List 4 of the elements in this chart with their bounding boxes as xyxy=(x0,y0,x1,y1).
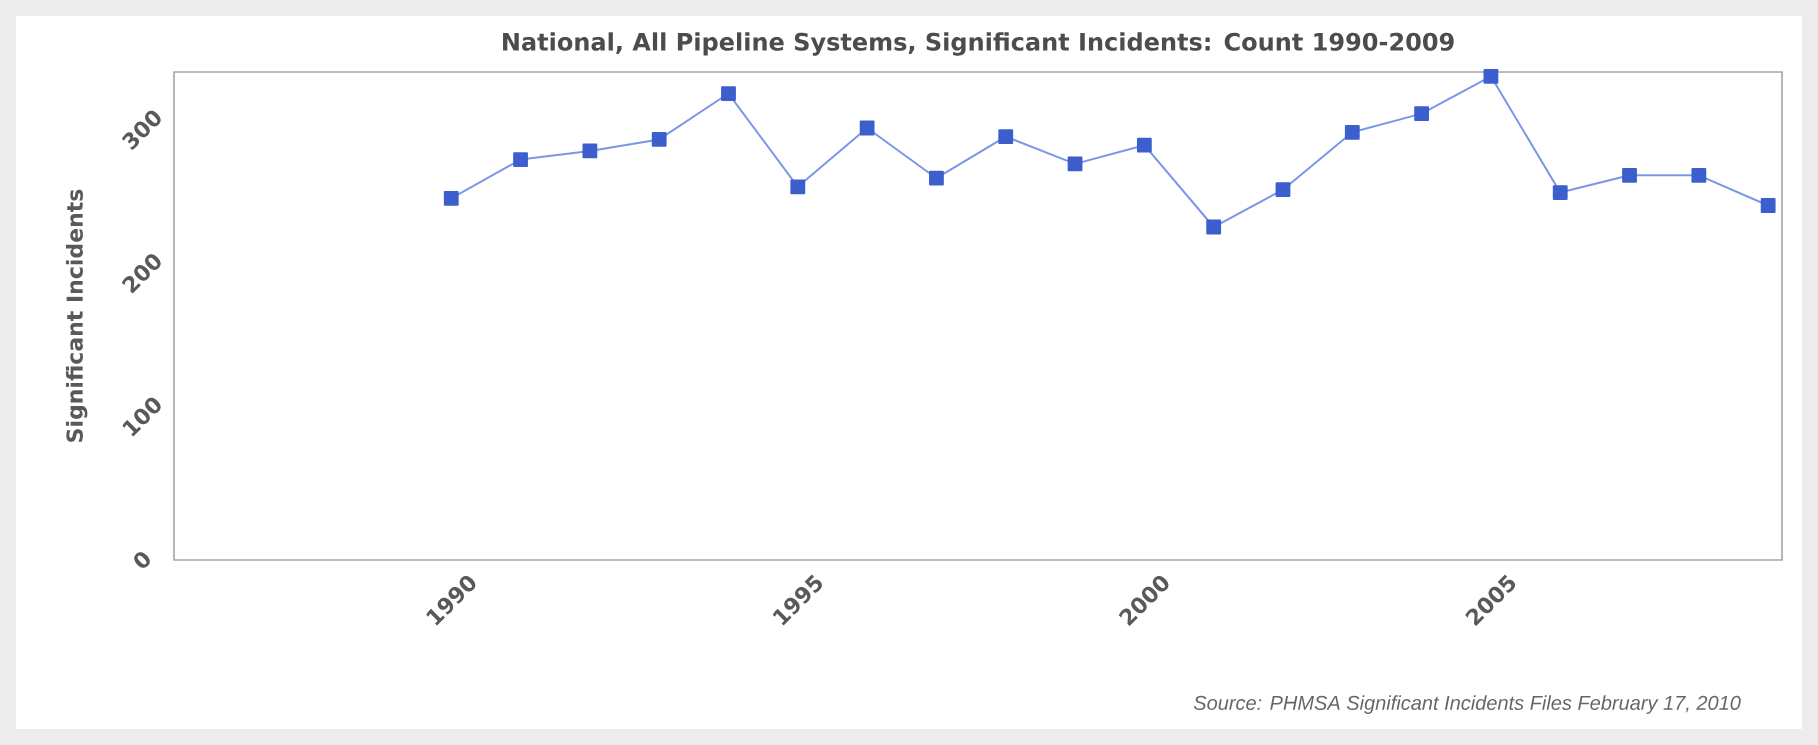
y-tick-label: 0 xyxy=(134,552,150,568)
source-note: Source: PHMSA Significant Incidents Files February 17, 2010 xyxy=(1193,695,1741,714)
chart-title: National, All Pipeline Systems, Significant Incidents: Count 1990-2009 xyxy=(503,32,1454,56)
y-axis-title: Significant Incidents xyxy=(65,189,88,442)
